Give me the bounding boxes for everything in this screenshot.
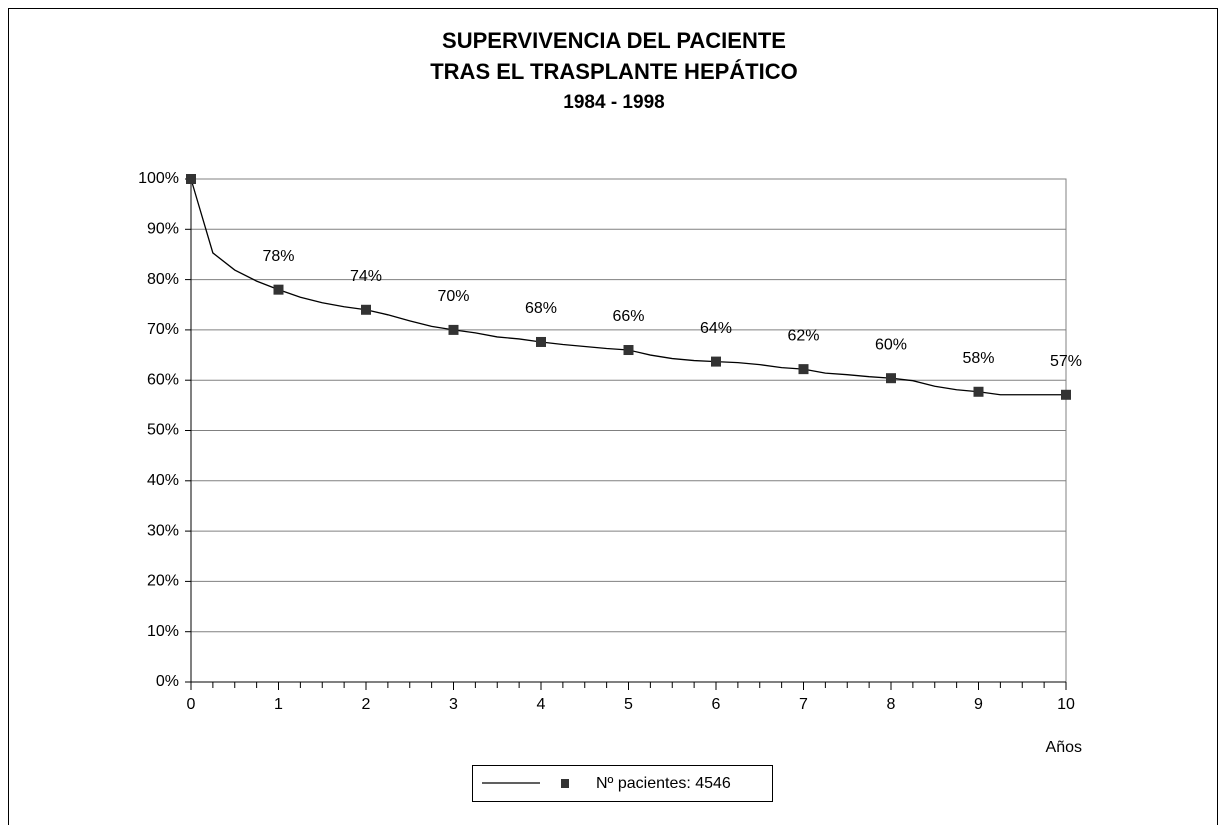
y-tick-label: 40% [147, 472, 179, 489]
x-tick-label: 10 [1057, 696, 1075, 713]
x-tick-label: 0 [187, 696, 196, 713]
chart-title: TRAS EL TRASPLANTE HEPÁTICO [430, 59, 798, 84]
data-label: 78% [262, 248, 294, 265]
marker [1061, 389, 1071, 400]
marker [623, 345, 634, 356]
data-label: 62% [787, 327, 819, 344]
marker [361, 304, 371, 315]
data-label: 57% [1050, 353, 1082, 370]
x-tick-label: 6 [712, 696, 721, 713]
y-tick-label: 50% [147, 422, 179, 439]
x-axis-label: Años [1046, 739, 1082, 756]
marker [186, 174, 196, 184]
y-tick-label: 20% [147, 573, 179, 590]
x-tick-label: 2 [362, 696, 371, 713]
y-tick-label: 90% [147, 221, 179, 238]
marker [886, 373, 896, 384]
x-tick-label: 5 [624, 696, 633, 713]
x-tick-label: 3 [449, 696, 458, 713]
y-tick-label: 100% [138, 170, 179, 187]
legend-label: Nº pacientes: 4546 [596, 775, 731, 792]
marker [973, 386, 984, 397]
data-label: 66% [612, 308, 644, 325]
x-tick-label: 8 [887, 696, 896, 713]
chart-frame [8, 8, 1218, 825]
data-label: 58% [962, 350, 994, 367]
x-tick-label: 1 [274, 696, 283, 713]
marker [711, 356, 721, 367]
marker [273, 284, 284, 295]
y-tick-label: 0% [156, 673, 179, 690]
data-label: 74% [350, 268, 382, 285]
legend-marker [561, 779, 569, 788]
data-label: 64% [700, 320, 732, 337]
data-label: 68% [525, 300, 557, 317]
y-tick-label: 80% [147, 271, 179, 288]
x-tick-label: 7 [799, 696, 808, 713]
y-tick-label: 70% [147, 321, 179, 338]
y-tick-label: 60% [147, 371, 179, 388]
x-tick-label: 9 [974, 696, 983, 713]
x-tick-label: 4 [537, 696, 546, 713]
chart-title: SUPERVIVENCIA DEL PACIENTE [442, 28, 786, 53]
data-label: 70% [437, 288, 469, 305]
chart-subtitle: 1984 - 1998 [563, 92, 664, 113]
marker [536, 336, 546, 347]
y-tick-label: 30% [147, 522, 179, 539]
y-tick-label: 10% [147, 623, 179, 640]
marker [798, 364, 809, 375]
data-label: 60% [875, 336, 907, 353]
marker [448, 324, 459, 335]
